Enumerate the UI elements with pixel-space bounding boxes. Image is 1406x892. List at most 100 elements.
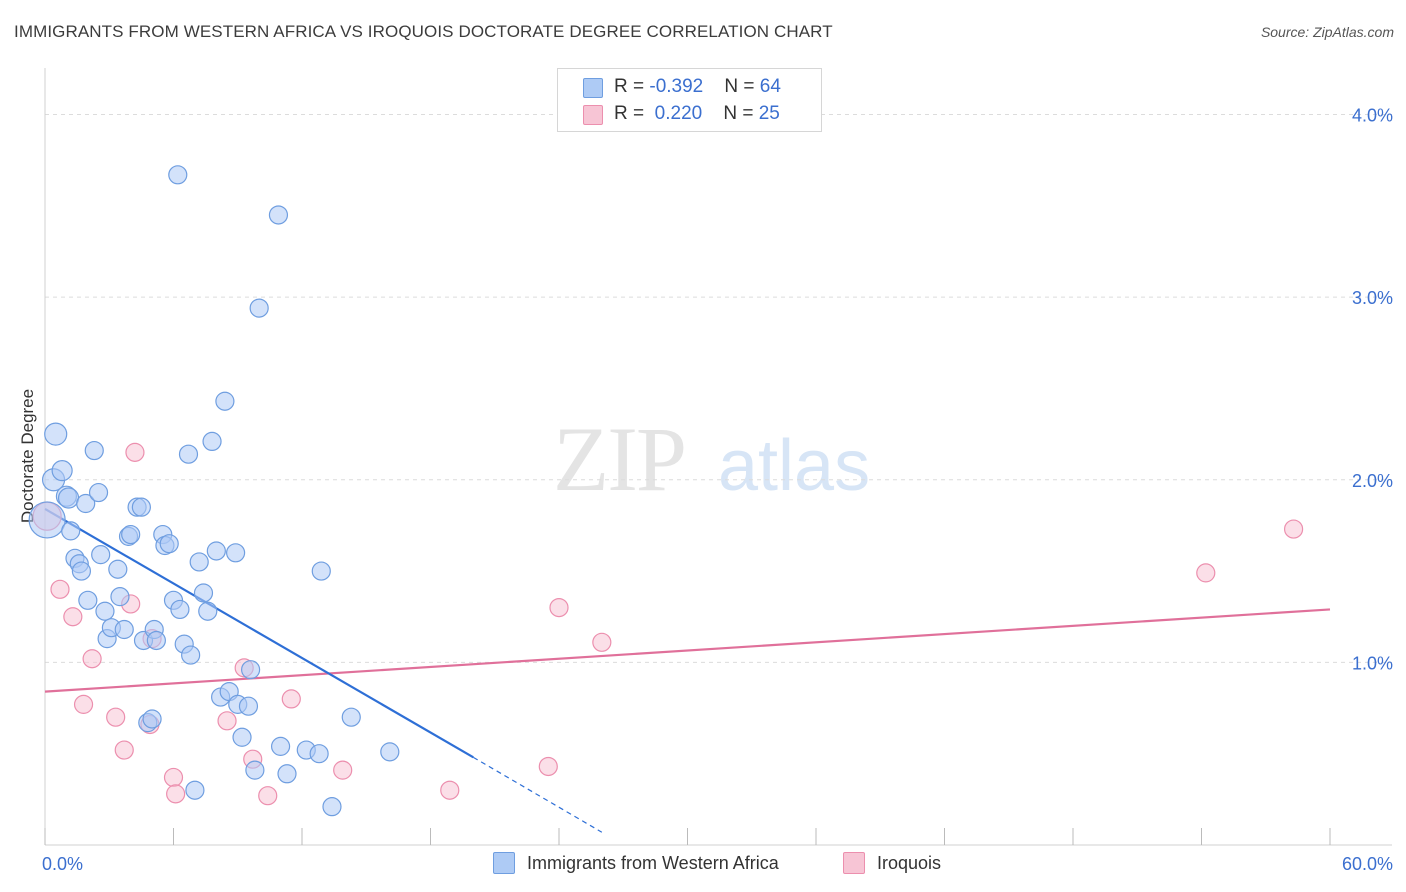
iroquois-point	[440, 780, 460, 800]
x-tick-label: 60.0%	[1342, 854, 1393, 874]
legend-label: Iroquois	[877, 852, 942, 873]
axes	[44, 68, 1392, 846]
watermark-atlas: atlas	[718, 426, 870, 506]
iroquois-point	[258, 786, 278, 806]
pink-swatch	[843, 852, 865, 874]
iroquois-point	[333, 760, 353, 780]
western-africa-point	[57, 487, 80, 509]
western-africa-point	[159, 534, 179, 554]
iroquois-point	[538, 756, 558, 777]
western-africa-point	[226, 543, 246, 563]
iroquois-point	[592, 632, 612, 652]
western-africa-point	[268, 205, 289, 225]
western-africa-trend-extension	[473, 756, 603, 833]
tick-labels: 1.0% 2.0% 3.0% 4.0% 0.0% 60.0%	[42, 106, 1393, 874]
western-africa-point	[245, 760, 265, 780]
western-africa-point	[168, 165, 188, 185]
r-label: R =	[614, 76, 650, 97]
n-label: N =	[723, 103, 759, 124]
n-value: 25	[758, 103, 780, 124]
western-africa-point	[270, 736, 291, 756]
iroquois-point	[114, 740, 134, 760]
western-africa-point	[311, 561, 331, 581]
iroquois-point	[1283, 519, 1304, 539]
western-africa-point	[142, 709, 162, 729]
watermark-zip: ZIP	[553, 408, 685, 510]
western-africa-point	[91, 545, 111, 565]
iroquois-point	[163, 767, 184, 788]
western-africa-point	[189, 552, 209, 572]
western-africa-point	[61, 521, 81, 541]
r-label: R =	[614, 103, 650, 124]
western-africa-point	[110, 587, 130, 607]
western-africa-point	[114, 619, 134, 640]
blue-swatch	[493, 852, 515, 874]
iroquois-point	[73, 694, 94, 714]
iroquois-point	[549, 597, 569, 618]
western-africa-point	[198, 601, 218, 621]
western-africa-point	[341, 707, 361, 727]
iroquois-point	[281, 689, 301, 709]
western-africa-point	[178, 444, 199, 464]
western-africa-point	[238, 696, 259, 716]
western-africa-point	[131, 497, 151, 517]
pink-swatch	[583, 105, 603, 125]
n-value: 64	[759, 76, 781, 97]
series-legend: Immigrants from Western Africa Iroquois	[0, 852, 1406, 878]
y-tick-label: 4.0%	[1352, 106, 1393, 126]
western-africa-point	[322, 797, 342, 817]
western-africa-trend-line	[44, 508, 474, 759]
legend-item-iroquois[interactable]: Iroquois	[843, 852, 941, 874]
blue-swatch	[583, 78, 603, 98]
western-africa-point	[28, 501, 66, 539]
gridlines	[45, 114, 1392, 663]
iroquois-point	[125, 442, 145, 462]
iroquois-point	[1196, 563, 1216, 583]
iroquois-point	[166, 784, 186, 804]
n-label: N =	[724, 76, 760, 97]
western-africa-point	[71, 561, 92, 581]
western-africa-point	[51, 460, 73, 482]
legend-item-western-africa[interactable]: Immigrants from Western Africa	[493, 852, 779, 874]
y-tick-label: 2.0%	[1352, 471, 1393, 491]
trend-lines	[44, 508, 1331, 833]
western-africa-point	[185, 780, 205, 800]
x-tick-label: 0.0%	[42, 854, 83, 874]
iroquois-point	[50, 579, 70, 599]
data-points	[28, 165, 1304, 817]
source-credit: Source: ZipAtlas.com	[1260, 24, 1394, 40]
western-africa-point	[277, 764, 297, 784]
western-africa-point	[170, 599, 190, 620]
western-africa-point	[309, 744, 329, 764]
iroquois-point	[82, 649, 102, 669]
western-africa-point	[193, 583, 214, 603]
watermark: ZIP atlas	[553, 408, 870, 510]
western-africa-point	[181, 645, 201, 665]
iroquois-point	[63, 607, 83, 627]
western-africa-point	[44, 422, 68, 446]
western-africa-point	[108, 559, 128, 579]
western-africa-point	[249, 298, 269, 318]
y-tick-label: 1.0%	[1352, 653, 1393, 673]
chart-title: IMMIGRANTS FROM WESTERN AFRICA VS IROQUO…	[14, 22, 833, 41]
stats-row-blue: R = -0.392 N = 64	[583, 74, 781, 100]
western-africa-point	[232, 727, 252, 747]
western-africa-point	[206, 541, 226, 561]
western-africa-point	[88, 482, 109, 503]
legend-label: Immigrants from Western Africa	[527, 852, 779, 873]
western-africa-point	[121, 524, 141, 545]
y-tick-label: 3.0%	[1352, 288, 1393, 308]
r-value: 0.220	[654, 103, 703, 124]
iroquois-point	[106, 707, 126, 727]
western-africa-point	[78, 590, 98, 610]
western-africa-point	[215, 391, 235, 411]
western-africa-point	[76, 493, 96, 514]
western-africa-point	[380, 742, 400, 762]
iroquois-trend-line	[44, 608, 1331, 693]
stats-row-pink: R = 0.220 N = 25	[583, 101, 780, 127]
western-africa-point	[202, 431, 222, 452]
r-value: -0.392	[649, 76, 704, 97]
stats-legend: R = -0.392 N = 64 R = 0.220 N = 25	[557, 68, 822, 132]
western-africa-point	[84, 440, 104, 461]
western-africa-point	[241, 660, 261, 680]
